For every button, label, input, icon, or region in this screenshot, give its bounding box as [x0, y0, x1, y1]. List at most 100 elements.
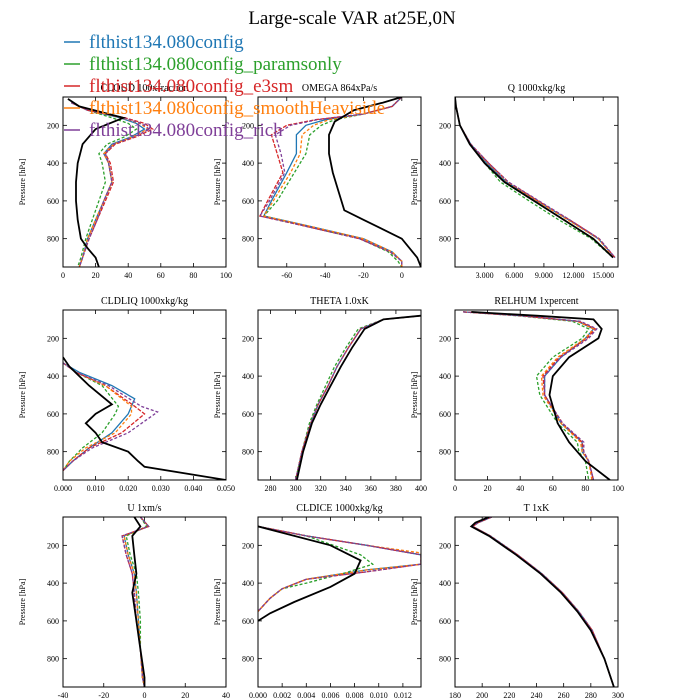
- x-tick-label: 0.006: [321, 691, 339, 700]
- x-tick-label: 0.000: [249, 691, 267, 700]
- observation-line: [455, 97, 614, 259]
- series-line-4: [471, 517, 615, 687]
- x-tick-label: 320: [315, 484, 327, 493]
- y-tick-label: 400: [47, 159, 59, 168]
- series-lines: [455, 97, 616, 259]
- y-tick-label: 600: [47, 617, 59, 626]
- plot-frame: [257, 516, 422, 688]
- series-line-2: [121, 517, 150, 687]
- observation-line: [258, 525, 362, 622]
- series-line-0: [294, 315, 421, 480]
- plot-frame: [62, 309, 227, 481]
- y-axis-label: Pressure [hPa]: [213, 158, 222, 205]
- y-tick-label: 400: [47, 579, 59, 588]
- chart-panel-1: OMEGA 864xPa/s Pressure [hPa] 200 400 600 800…: [213, 83, 422, 280]
- x-tick-label: 20: [181, 691, 189, 700]
- y-tick-label: 200: [47, 541, 59, 550]
- panel-title: CLDLIQ 1000xkg/kg: [101, 296, 188, 307]
- series-lines: [469, 517, 615, 687]
- series-line-4: [63, 362, 159, 472]
- figure-title: Large-scale VAR at25E,0N: [248, 8, 456, 29]
- series-line-3: [70, 102, 150, 267]
- series-line-0: [258, 525, 421, 612]
- panel-title: T 1xK: [524, 503, 550, 514]
- y-tick-label: 800: [439, 235, 451, 244]
- x-tick-label: 0.000: [54, 484, 72, 493]
- series-lines: [121, 517, 150, 687]
- chart-panel-3: CLDLIQ 1000xkg/kg Pressure [hPa] 200 400 600…: [18, 296, 235, 493]
- y-axis-label: Pressure [hPa]: [410, 371, 419, 418]
- x-tick-label: 6.000: [505, 271, 523, 280]
- series-line-2: [258, 525, 421, 612]
- y-tick-label: 600: [439, 410, 451, 419]
- series-line-1: [258, 525, 375, 612]
- series-line-4: [455, 97, 616, 259]
- y-tick-label: 800: [242, 448, 254, 457]
- y-tick-label: 400: [242, 579, 254, 588]
- x-tick-label: 300: [612, 691, 624, 700]
- series-line-2: [63, 362, 146, 472]
- series-lines: [63, 356, 226, 480]
- y-tick-label: 800: [439, 448, 451, 457]
- observation-line: [67, 98, 127, 267]
- x-tick-label: -40: [320, 271, 331, 280]
- panel-title: U 1xm/s: [127, 503, 161, 514]
- y-tick-label: 600: [242, 410, 254, 419]
- series-line-1: [125, 517, 148, 687]
- y-tick-label: 400: [47, 372, 59, 381]
- x-tick-label: 80: [581, 484, 589, 493]
- x-tick-label: 0.010: [370, 691, 388, 700]
- y-axis-label: Pressure [hPa]: [213, 371, 222, 418]
- series-line-0: [463, 311, 595, 480]
- observation-line: [296, 314, 421, 480]
- series-line-1: [471, 517, 615, 687]
- y-tick-label: 400: [242, 159, 254, 168]
- x-tick-label: 0.002: [273, 691, 291, 700]
- x-tick-label: 0.050: [217, 484, 235, 493]
- series-line-1: [463, 311, 590, 480]
- x-tick-label: 100: [220, 271, 232, 280]
- legend: flthist134.080configflthist134.080config…: [64, 32, 385, 141]
- chart-panel-2: Q 1000xkg/kg Pressure [hPa] 200 400 600 800 3.…: [410, 83, 619, 280]
- series-line-1: [294, 315, 421, 480]
- y-tick-label: 600: [439, 617, 451, 626]
- x-tick-label: -40: [58, 691, 69, 700]
- series-lines: [294, 314, 421, 480]
- x-tick-label: 40: [124, 271, 132, 280]
- x-tick-label: 0.020: [119, 484, 137, 493]
- y-axis-label: Pressure [hPa]: [410, 158, 419, 205]
- x-tick-label: 0.004: [297, 691, 315, 700]
- x-tick-label: 400: [415, 484, 427, 493]
- x-tick-label: 60: [549, 484, 557, 493]
- y-tick-label: 400: [439, 372, 451, 381]
- series-line-1: [70, 102, 138, 267]
- x-tick-label: 60: [157, 271, 165, 280]
- series-line-4: [258, 525, 421, 612]
- y-axis-label: Pressure [hPa]: [18, 578, 27, 625]
- y-tick-label: 200: [242, 334, 254, 343]
- x-tick-label: 20: [92, 271, 100, 280]
- x-tick-label: 300: [290, 484, 302, 493]
- y-tick-label: 600: [47, 197, 59, 206]
- x-tick-label: 180: [449, 691, 461, 700]
- x-tick-label: 0.030: [152, 484, 170, 493]
- x-tick-label: 0: [453, 484, 457, 493]
- chart-panel-8: T 1xK Pressure [hPa] 200 400 600 800 180 200 220…: [410, 503, 624, 700]
- x-tick-label: 15.000: [592, 271, 614, 280]
- y-tick-label: 200: [439, 121, 451, 130]
- observation-line: [131, 517, 146, 687]
- x-tick-label: 380: [390, 484, 402, 493]
- series-line-2: [258, 97, 403, 267]
- series-line-3: [262, 97, 403, 267]
- panel-title: THETA 1.0xK: [310, 296, 369, 307]
- series-line-2: [463, 311, 597, 480]
- plot-frame: [454, 96, 619, 268]
- panel-title: RELHUM 1xpercent: [494, 296, 578, 307]
- y-tick-label: 600: [242, 197, 254, 206]
- x-tick-label: -20: [358, 271, 369, 280]
- panel-title: Q 1000xkg/kg: [508, 83, 566, 94]
- x-tick-label: -20: [98, 691, 109, 700]
- x-tick-label: 0.040: [184, 484, 202, 493]
